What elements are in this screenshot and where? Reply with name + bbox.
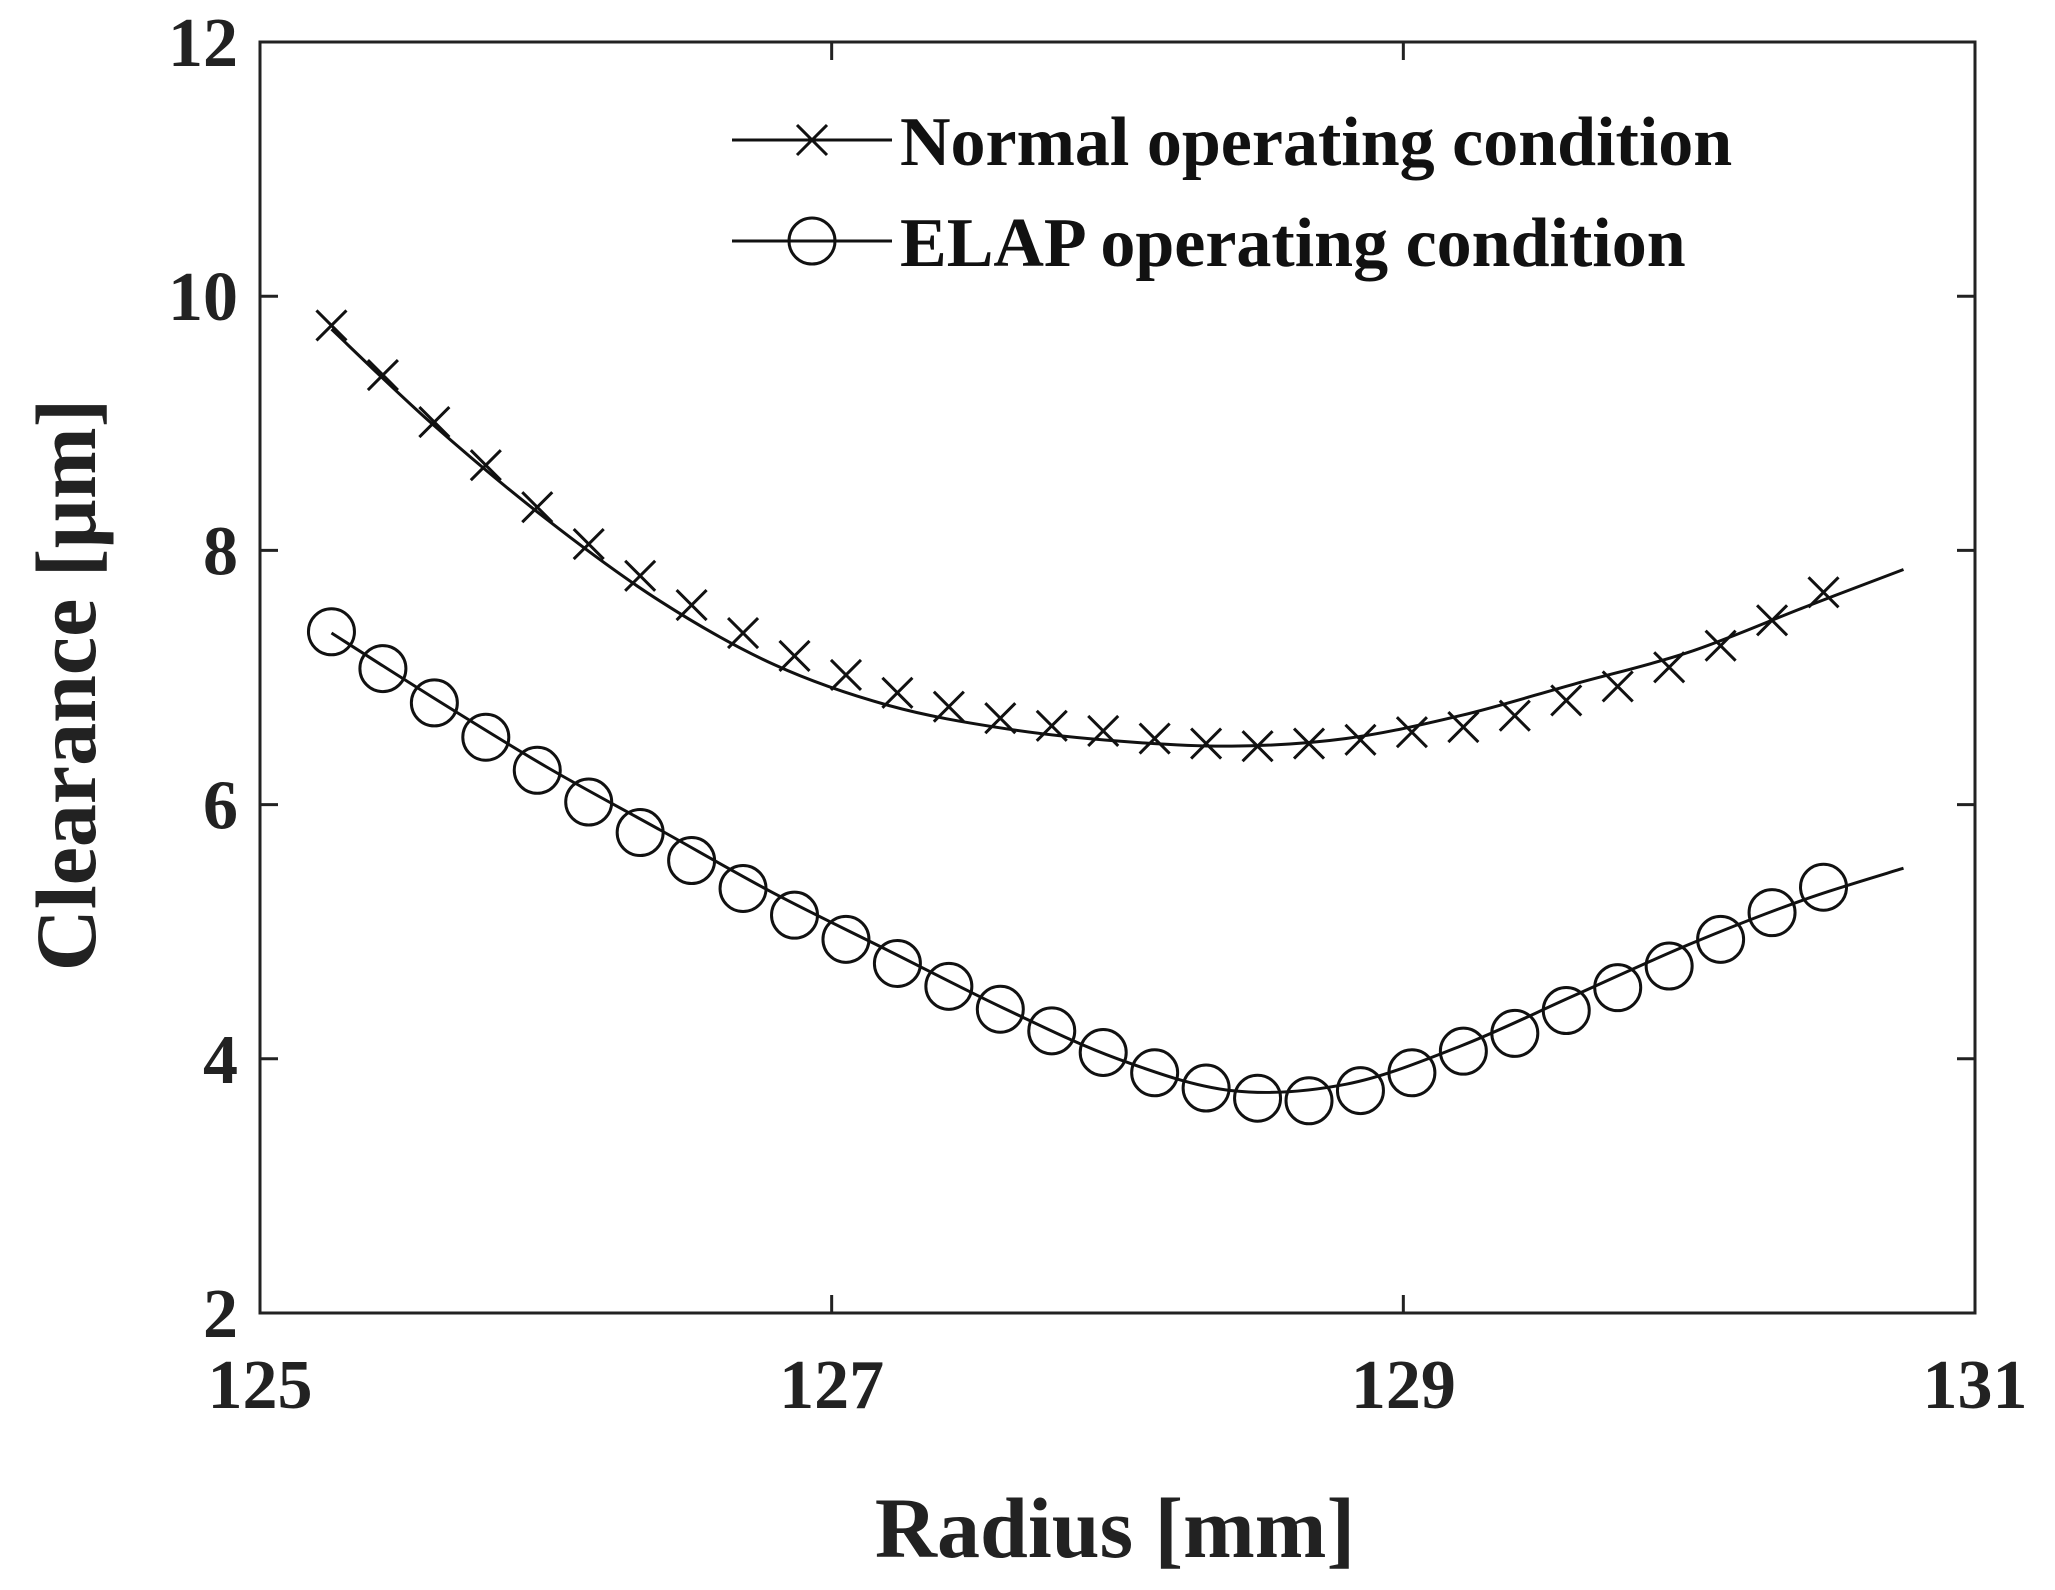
data-point-normal [521,491,554,524]
x-tick-label: 127 [779,1347,884,1424]
axis-ticks: 125 127 129 131 2 4 6 8 10 12 [168,5,2028,1424]
y-tick-label: 2 [203,1276,238,1353]
data-point-normal [984,702,1017,735]
x-axis-title: Radius [mm] [875,1480,1355,1576]
data-point-normal [469,449,502,482]
data-point-normal [315,309,348,342]
y-tick-label: 6 [203,768,238,845]
data-point-normal [726,616,760,650]
data-point-normal [624,559,657,592]
series-line-elap [330,631,1904,1094]
data-point-elap [409,678,459,728]
data-point-normal [1344,723,1377,756]
data-point-normal [1807,576,1840,609]
data-point-elap [975,984,1025,1034]
data-point-elap [1181,1063,1231,1113]
legend-marker-normal [795,123,829,157]
series-line-normal [330,328,1905,748]
data-point-normal [1087,714,1120,747]
y-tick-label: 12 [168,5,238,82]
data-point-elap [1799,862,1849,912]
y-tick-label: 4 [203,1022,238,1099]
data-point-elap [615,808,665,858]
legend: Normal operating condition ELAP operatin… [732,104,1732,282]
y-tick-label: 10 [168,259,238,336]
data-point-elap [718,863,768,913]
data-point-normal [1498,699,1531,732]
data-point-elap [872,938,922,988]
data-point-elap [1490,1008,1540,1058]
plot-area-frame [258,40,1977,1315]
y-axis-title: Clearance [µm] [18,399,114,971]
data-point-elap [306,607,356,657]
data-point-elap [1078,1027,1128,1077]
data-point-elap [358,644,408,694]
x-tick-label: 129 [1351,1347,1456,1424]
x-tick-label: 125 [208,1347,313,1424]
series-markers [306,309,1849,1126]
data-point-normal [1395,716,1428,749]
data-point-normal [1292,727,1326,760]
legend-label-elap: ELAP operating condition [900,205,1686,282]
data-point-elap [1284,1076,1334,1126]
data-point-normal [829,658,863,692]
legend-markers [732,123,892,266]
data-point-elap [821,914,871,964]
data-point-elap [1644,941,1694,991]
data-point-elap [924,961,974,1011]
data-point-elap [1747,888,1797,938]
data-point-normal [1190,727,1223,760]
data-point-normal [572,527,605,561]
data-point-normal [418,405,451,439]
data-point-elap [1335,1066,1385,1116]
data-point-normal [1704,629,1737,662]
y-tick-label: 8 [203,513,238,590]
data-point-normal [1241,730,1274,763]
legend-marker-elap [787,216,837,266]
data-point-normal [1447,711,1480,744]
data-point-elap [564,777,614,827]
data-point-normal [881,676,914,709]
data-point-normal [778,639,811,672]
data-point-elap [770,890,820,940]
data-point-elap [461,712,511,762]
series-lines [330,328,1905,1094]
data-point-normal [1035,709,1068,742]
data-point-normal [1601,670,1634,703]
data-point-normal [675,588,708,622]
data-point-elap [1696,914,1746,964]
data-point-elap [1027,1006,1077,1056]
data-point-elap [1387,1048,1437,1098]
data-point-elap [1593,963,1643,1013]
data-point-elap [1130,1048,1180,1098]
data-point-normal [366,358,399,392]
x-tick-label: 131 [1923,1347,2028,1424]
data-point-normal [1653,651,1686,684]
legend-label-normal: Normal operating condition [900,104,1732,181]
data-point-elap [1541,986,1591,1036]
data-point-elap [512,745,562,795]
data-point-normal [932,690,965,723]
data-point-normal [1755,604,1789,637]
data-point-elap [1438,1026,1488,1076]
data-point-elap [667,836,717,886]
data-point-elap [1233,1073,1283,1123]
data-point-normal [1138,722,1171,755]
data-point-normal [1550,684,1583,717]
